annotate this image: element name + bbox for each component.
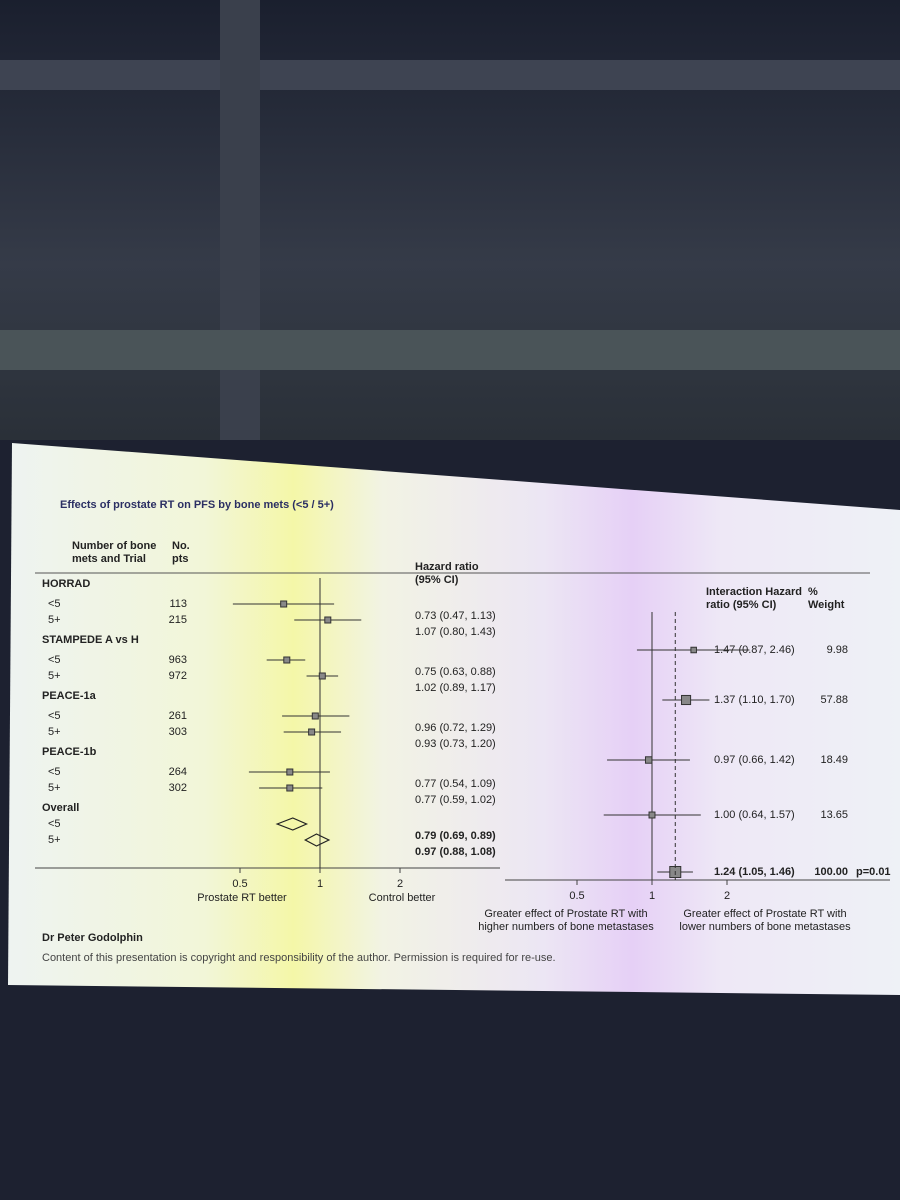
x-axis-label: lower numbers of bone metastases — [679, 921, 851, 933]
beam — [0, 330, 900, 370]
hazard-ratio: 0.77 (0.54, 1.09) — [415, 778, 496, 790]
weight: 100.00 — [814, 866, 848, 878]
pillar — [220, 0, 260, 440]
column-header: (95% CI) — [415, 574, 459, 586]
column-header: mets and Trial — [72, 553, 146, 565]
x-tick-label: 0.5 — [569, 890, 584, 902]
column-header: ratio (95% CI) — [706, 599, 777, 611]
hazard-ratio: 1.24 (1.05, 1.46) — [714, 866, 795, 878]
x-tick-label: 2 — [397, 878, 403, 890]
hazard-ratio: 1.47 (0.87, 2.46) — [714, 644, 795, 656]
row-label: 5+ — [48, 614, 61, 626]
beam — [0, 60, 900, 90]
x-axis-label: Greater effect of Prostate RT with — [484, 908, 647, 920]
point-estimate — [318, 672, 326, 680]
point-estimate — [283, 656, 291, 664]
row-label: 5+ — [48, 834, 61, 846]
weight: 18.49 — [820, 754, 848, 766]
hazard-ratio: 1.02 (0.89, 1.17) — [415, 682, 496, 694]
patients: 963 — [169, 654, 187, 666]
patients: 264 — [169, 766, 187, 778]
group-name: STAMPEDE A vs H — [42, 634, 139, 646]
point-estimate — [648, 811, 656, 819]
row-label: <5 — [48, 598, 61, 610]
x-axis-label: Control better — [369, 892, 436, 904]
weight: 9.98 — [827, 644, 848, 656]
column-header: % — [808, 586, 818, 598]
row-label: 5+ — [48, 782, 61, 794]
group-name: Overall — [42, 802, 79, 814]
point-estimate — [286, 768, 294, 776]
row-label: 5+ — [48, 670, 61, 682]
column-header: Hazard ratio — [415, 561, 479, 573]
hazard-ratio: 0.73 (0.47, 1.13) — [415, 610, 496, 622]
point-estimate — [644, 756, 653, 764]
column-header: Number of bone — [72, 540, 156, 552]
patients: 215 — [169, 614, 187, 626]
row-label: <5 — [48, 654, 61, 666]
hazard-ratio: 0.97 (0.66, 1.42) — [714, 754, 795, 766]
row-label: <5 — [48, 818, 61, 830]
x-axis-label: Greater effect of Prostate RT with — [683, 908, 846, 920]
weight: 13.65 — [820, 809, 848, 821]
slide-title: Effects of prostate RT on PFS by bone me… — [60, 499, 334, 511]
point-estimate — [690, 646, 697, 654]
group-name: HORRAD — [42, 578, 90, 590]
point-estimate — [324, 616, 332, 624]
patients: 302 — [169, 782, 187, 794]
hazard-ratio: 1.37 (1.10, 1.70) — [714, 694, 795, 706]
hazard-ratio: 0.93 (0.73, 1.20) — [415, 738, 496, 750]
point-estimate — [280, 600, 288, 608]
hazard-ratio: 0.96 (0.72, 1.29) — [415, 722, 496, 734]
column-header: Weight — [808, 599, 845, 611]
column-header: Interaction Hazard — [706, 586, 802, 598]
author: Dr Peter Godolphin — [42, 932, 143, 944]
patients: 972 — [169, 670, 187, 682]
row-label: <5 — [48, 710, 61, 722]
weight: 57.88 — [820, 694, 848, 706]
patients: 261 — [169, 710, 187, 722]
hazard-ratio: 0.75 (0.63, 0.88) — [415, 666, 496, 678]
x-tick-label: 1 — [317, 878, 323, 890]
x-tick-label: 1 — [649, 890, 655, 902]
row-label: <5 — [48, 766, 61, 778]
hazard-ratio: 0.79 (0.69, 0.89) — [415, 830, 496, 842]
group-name: PEACE-1a — [42, 690, 97, 702]
x-tick-label: 2 — [724, 890, 730, 902]
patients: 303 — [169, 726, 187, 738]
row-label: 5+ — [48, 726, 61, 738]
point-estimate — [308, 728, 316, 736]
x-axis-label: Prostate RT better — [197, 892, 287, 904]
hazard-ratio: 0.97 (0.88, 1.08) — [415, 846, 496, 858]
footer: Content of this presentation is copyrigh… — [42, 952, 556, 964]
group-name: PEACE-1b — [42, 746, 97, 758]
x-tick-label: 0.5 — [232, 878, 247, 890]
column-header: No. — [172, 540, 190, 552]
column-header: pts — [172, 553, 189, 565]
point-estimate — [311, 712, 319, 720]
patients: 113 — [169, 598, 187, 610]
hazard-ratio: 1.07 (0.80, 1.43) — [415, 626, 496, 638]
hazard-ratio: 1.00 (0.64, 1.57) — [714, 809, 795, 821]
diamond — [275, 817, 309, 831]
diamond — [303, 833, 331, 847]
p-value: p=0.01 — [856, 866, 891, 878]
point-estimate — [286, 784, 294, 792]
hazard-ratio: 0.77 (0.59, 1.02) — [415, 794, 496, 806]
point-estimate — [681, 694, 692, 706]
slide — [8, 443, 900, 995]
x-axis-label: higher numbers of bone metastases — [478, 921, 654, 933]
